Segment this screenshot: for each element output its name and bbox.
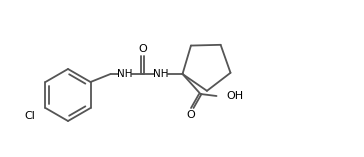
Text: Cl: Cl	[25, 111, 35, 121]
Text: O: O	[138, 44, 147, 54]
Text: OH: OH	[226, 91, 244, 101]
Text: NH: NH	[117, 69, 132, 79]
Text: NH: NH	[153, 69, 168, 79]
Text: O: O	[186, 110, 195, 120]
